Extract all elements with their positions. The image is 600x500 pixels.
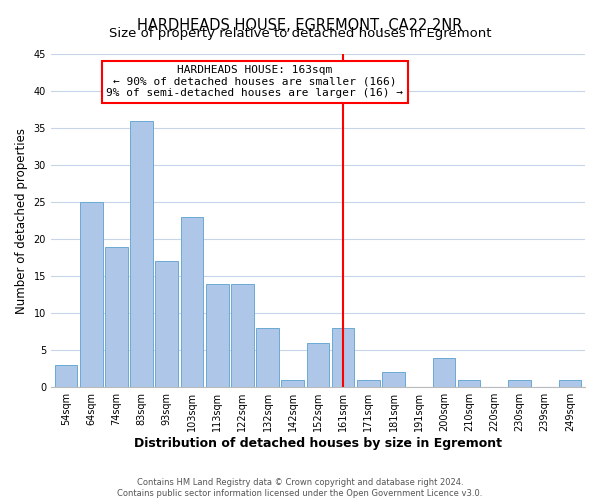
Bar (332, 328, 355, 387)
Bar (105, 246, 128, 387)
Bar (181, 217, 203, 387)
X-axis label: Distribution of detached houses by size in Egremont: Distribution of detached houses by size … (134, 437, 502, 450)
Bar (307, 343, 329, 387)
Text: HARDHEADS HOUSE, EGREMONT, CA22 2NR: HARDHEADS HOUSE, EGREMONT, CA22 2NR (137, 18, 463, 32)
Bar (281, 380, 304, 387)
Text: HARDHEADS HOUSE: 163sqm
← 90% of detached houses are smaller (166)
9% of semi-de: HARDHEADS HOUSE: 163sqm ← 90% of detache… (106, 65, 403, 98)
Bar (80, 202, 103, 387)
Bar (508, 380, 531, 387)
Text: Size of property relative to detached houses in Egremont: Size of property relative to detached ho… (109, 28, 491, 40)
Bar (55, 365, 77, 387)
Bar (206, 284, 229, 387)
Bar (458, 380, 481, 387)
Bar (130, 120, 153, 387)
Bar (155, 262, 178, 387)
Bar (559, 380, 581, 387)
Text: Contains HM Land Registry data © Crown copyright and database right 2024.
Contai: Contains HM Land Registry data © Crown c… (118, 478, 482, 498)
Bar (256, 328, 279, 387)
Bar (357, 380, 380, 387)
Bar (433, 358, 455, 387)
Bar (382, 372, 405, 387)
Y-axis label: Number of detached properties: Number of detached properties (15, 128, 28, 314)
Bar (231, 284, 254, 387)
